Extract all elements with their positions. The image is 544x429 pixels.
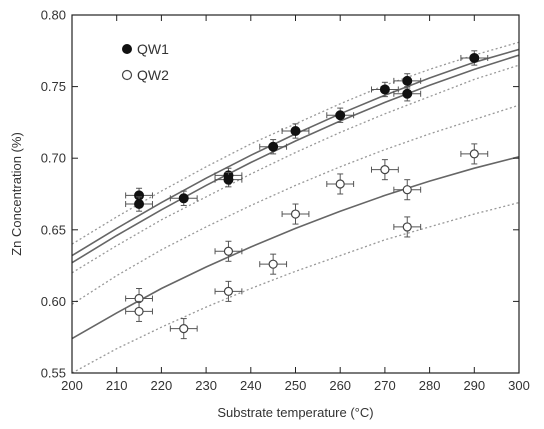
- marker-open-circle: [223, 246, 234, 256]
- y-axis-ticks: 0.55 0.60 0.65 0.70 0.75 0.80: [41, 8, 519, 381]
- fit-curve-6: [72, 104, 519, 305]
- x-tick-label: 210: [106, 378, 128, 393]
- marker-open-circle: [469, 149, 479, 159]
- marker-filled-circle: [402, 75, 413, 86]
- fit-curve-3: [72, 41, 519, 245]
- legend-label-qw1: QW1: [137, 41, 169, 57]
- data-point-qw1-12: [460, 50, 489, 66]
- x-tick-label: 260: [329, 378, 351, 393]
- marker-filled-circle: [379, 84, 390, 95]
- marker-open-circle: [290, 209, 301, 219]
- y-tick-label: 0.55: [41, 366, 66, 381]
- data-point-qw2-9: [370, 159, 399, 181]
- data-point-qw2-7: [281, 203, 310, 225]
- marker-filled-circle: [223, 174, 234, 185]
- data-point-qw2-6: [259, 253, 288, 275]
- legend-label-qw2: QW2: [137, 67, 169, 83]
- data-point-qw2-2: [125, 300, 153, 322]
- data-points: [125, 50, 489, 340]
- fit-curve-1: [72, 54, 519, 264]
- x-tick-label: 250: [285, 378, 307, 393]
- data-point-qw1-9: [370, 81, 399, 98]
- x-tick-label: 240: [240, 378, 262, 393]
- marker-open-circle: [380, 165, 390, 175]
- data-point-qw1-10: [393, 73, 422, 89]
- data-point-qw1-6: [259, 139, 288, 155]
- x-tick-label: 280: [419, 378, 441, 393]
- marker-filled-circle: [402, 88, 413, 99]
- data-point-qw2-12: [460, 143, 489, 165]
- legend: QW1 QW2: [121, 41, 169, 83]
- marker-open-circle: [268, 259, 278, 269]
- marker-filled-circle: [268, 141, 279, 152]
- y-tick-label: 0.65: [41, 222, 66, 237]
- marker-open-circle: [223, 286, 234, 296]
- marker-open-circle: [402, 222, 412, 232]
- legend-marker-qw1: [122, 44, 132, 54]
- marker-filled-circle: [290, 125, 301, 136]
- marker-open-circle: [134, 306, 144, 317]
- data-point-qw2-10: [393, 179, 422, 201]
- fit-curve-5: [72, 156, 519, 340]
- data-point-qw1-5: [214, 172, 243, 188]
- x-tick-label: 220: [151, 378, 173, 393]
- marker-filled-circle: [335, 110, 346, 121]
- fit-curves: [72, 41, 519, 373]
- data-point-qw1-2: [125, 196, 153, 212]
- y-tick-label: 0.70: [41, 151, 66, 166]
- y-axis-label: Zn Concentration (%): [9, 132, 24, 256]
- x-tick-label: 270: [374, 378, 396, 393]
- data-point-qw1-7: [281, 123, 310, 139]
- marker-filled-circle: [178, 193, 189, 204]
- data-point-qw1-3: [169, 190, 198, 206]
- x-tick-label: 300: [508, 378, 530, 393]
- data-point-qw1-11: [393, 86, 422, 102]
- data-point-qw2-11: [393, 216, 422, 238]
- x-tick-label: 230: [195, 378, 217, 393]
- y-tick-label: 0.60: [41, 294, 66, 309]
- marker-open-circle: [179, 324, 189, 334]
- data-point-qw2-3: [169, 318, 198, 340]
- y-tick-label: 0.75: [41, 79, 66, 94]
- marker-open-circle: [335, 179, 345, 189]
- x-tick-label: 290: [463, 378, 485, 393]
- y-tick-label: 0.80: [41, 8, 66, 23]
- x-axis-ticks: 200 210 220 230 240 250 260 270 280 290 300: [61, 15, 530, 393]
- data-point-qw2-8: [326, 173, 355, 195]
- marker-filled-circle: [469, 52, 480, 63]
- legend-marker-qw2: [121, 69, 133, 81]
- x-tick-label: 200: [61, 378, 83, 393]
- data-point-qw2-5: [214, 280, 243, 302]
- marker-filled-circle: [134, 199, 145, 210]
- marker-open-circle: [402, 185, 412, 195]
- fit-curve-4: [72, 64, 519, 274]
- x-axis-label: Substrate temperature (°C): [217, 405, 373, 420]
- data-point-qw2-4: [214, 240, 243, 262]
- data-point-qw1-8: [326, 107, 355, 123]
